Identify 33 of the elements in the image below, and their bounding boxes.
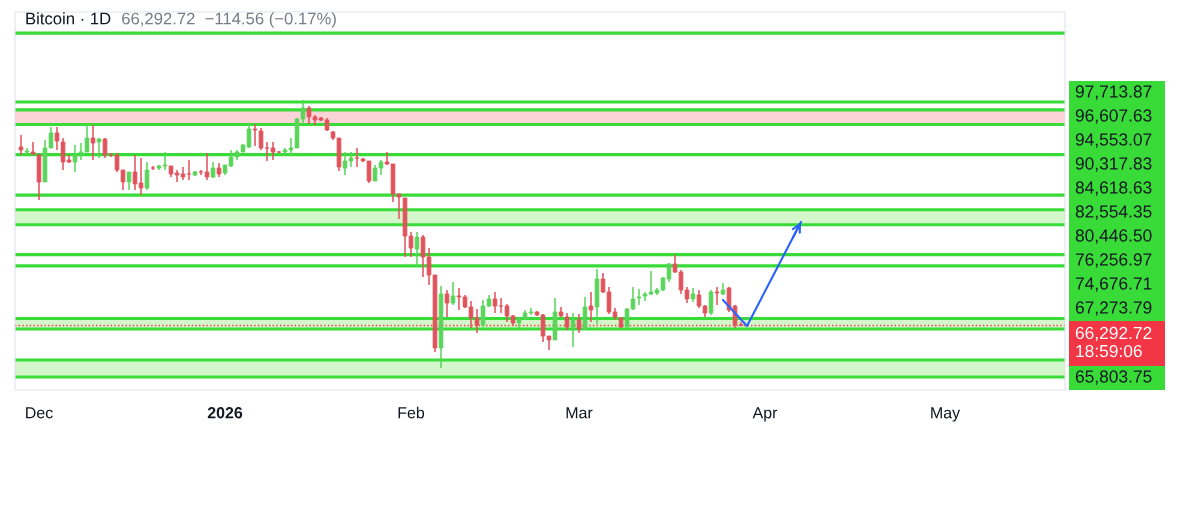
candlestick bbox=[90, 124, 96, 161]
chart-title: Bitcoin · 1D bbox=[26, 12, 111, 25]
candlestick bbox=[570, 312, 576, 348]
ref-line-label: 66,292.72 18:59:06 bbox=[1075, 326, 1152, 358]
x-tick-label: Apr bbox=[752, 407, 778, 422]
ref-line-label: 67,273.79 bbox=[1075, 301, 1152, 316]
ref-line-label: 96,607.63 bbox=[1075, 109, 1152, 124]
ref-line-label: 80,446.50 bbox=[1075, 229, 1152, 244]
ref-line-label: 82,554.35 bbox=[1075, 205, 1152, 220]
ref-line-label: 94,553.07 bbox=[1075, 133, 1152, 148]
x-tick-label: Dec bbox=[26, 407, 53, 419]
candlestick bbox=[576, 313, 582, 334]
candlestick bbox=[96, 137, 102, 159]
candlestick bbox=[588, 291, 594, 323]
ref-line-label: 76,256.97 bbox=[1075, 253, 1152, 268]
candlestick bbox=[414, 231, 420, 266]
x-tick-label: 2026 bbox=[207, 407, 243, 419]
ref-line-label: 65,803.75 bbox=[1075, 370, 1152, 385]
candlestick bbox=[144, 161, 150, 191]
candlestick bbox=[444, 289, 450, 318]
ref-line-label: 74,676.71 bbox=[1075, 277, 1152, 292]
chart-subtitle: 66,292.72 −114.56 (−0.17%) bbox=[122, 12, 336, 28]
candlestick bbox=[708, 289, 714, 316]
x-tick-label: Mar bbox=[566, 407, 593, 419]
ref-line-label: 90,317.83 bbox=[1075, 157, 1152, 172]
candlestick bbox=[450, 281, 456, 306]
candlestick bbox=[714, 286, 720, 306]
x-tick-label: Feb bbox=[398, 406, 425, 419]
candlestick bbox=[18, 134, 24, 156]
ref-line-label: 84,618.63 bbox=[1075, 181, 1152, 196]
x-tick-label: May bbox=[931, 407, 961, 422]
ref-line-label: 97,713.87 bbox=[1075, 85, 1152, 100]
candlestick bbox=[582, 296, 588, 331]
